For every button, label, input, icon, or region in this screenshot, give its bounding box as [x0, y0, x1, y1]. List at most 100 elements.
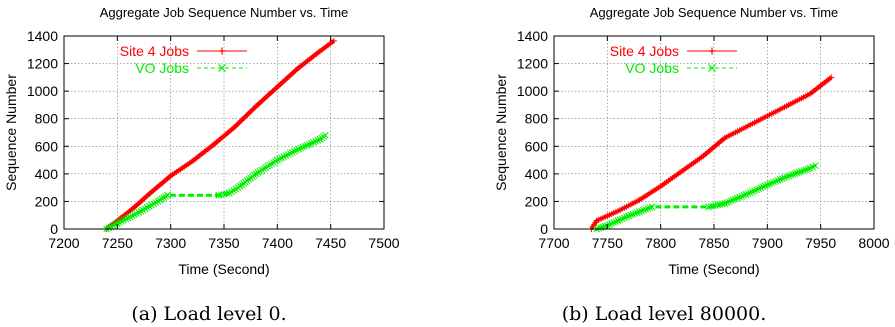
y-tick-label: 600: [35, 138, 59, 154]
data-point: [625, 212, 633, 220]
data-point: [751, 187, 758, 195]
y-tick-label: 0: [50, 221, 58, 237]
data-point: [774, 177, 782, 184]
data-point: [742, 191, 750, 198]
y-tick-label: 200: [525, 193, 549, 209]
y-tick-label: 1000: [27, 83, 58, 99]
data-point: [770, 178, 778, 186]
legend-marker: [708, 64, 716, 72]
legend-marker: [218, 47, 226, 55]
data-point: [746, 189, 754, 196]
data-point: [612, 218, 620, 226]
data-point: [120, 216, 128, 224]
y-axis-label: Sequence Number: [493, 74, 509, 191]
data-point: [727, 197, 735, 205]
series-1: [103, 131, 329, 233]
data-point: [723, 199, 731, 206]
y-tick-label: 200: [35, 193, 59, 209]
x-tick-label: 7200: [48, 235, 79, 251]
y-tick-label: 1400: [517, 28, 548, 44]
data-point: [793, 169, 801, 177]
data-point: [614, 217, 622, 225]
x-tick-label: 7400: [262, 235, 293, 251]
data-point: [642, 206, 650, 213]
data-point: [629, 210, 637, 218]
data-point: [321, 131, 329, 139]
data-point: [795, 168, 803, 176]
data-point: [648, 203, 656, 211]
data-point: [763, 181, 771, 189]
data-point: [627, 211, 635, 219]
data-point: [640, 206, 647, 214]
data-point: [299, 143, 307, 151]
x-tick-label: 7450: [315, 235, 346, 251]
data-point: [305, 140, 313, 148]
data-point: [744, 190, 752, 197]
data-point: [783, 173, 790, 181]
data-point: [330, 37, 337, 44]
x-tick-label: 7850: [698, 235, 729, 251]
data-point: [740, 192, 748, 199]
data-point: [301, 142, 309, 150]
x-tick-label: 8000: [858, 235, 889, 251]
legend-marker: [708, 47, 716, 55]
series-0: [588, 74, 835, 232]
data-point: [761, 182, 769, 190]
data-point: [781, 174, 788, 182]
data-point: [133, 210, 140, 217]
data-point: [303, 141, 311, 149]
data-point: [721, 200, 729, 207]
data-point: [128, 212, 136, 220]
data-point: [109, 222, 117, 230]
figure-caption: (a) Load level 0.: [131, 303, 286, 325]
data-point: [759, 183, 767, 191]
y-tick-label: 800: [525, 111, 549, 127]
data-point: [755, 185, 763, 193]
data-point: [610, 219, 618, 227]
legend-marker: [218, 64, 226, 72]
data-point: [291, 147, 298, 155]
data-point: [595, 224, 603, 232]
data-point: [734, 194, 741, 202]
x-axis-label: Time (Second): [178, 261, 269, 277]
chart-panel-0: Aggregate Job Sequence Number vs. Time 72…: [3, 5, 400, 325]
x-tick-label: 7700: [538, 235, 569, 251]
legend-label: VO Jobs: [625, 60, 679, 76]
data-point: [638, 207, 645, 215]
data-point: [105, 224, 113, 232]
data-point: [220, 190, 228, 198]
data-point: [280, 153, 288, 161]
data-point: [766, 180, 773, 188]
data-point: [633, 209, 641, 216]
data-point: [314, 137, 322, 144]
data-point: [126, 213, 134, 221]
data-point: [608, 220, 615, 227]
y-tick-label: 800: [35, 111, 59, 127]
data-point: [312, 137, 320, 145]
data-point: [811, 162, 819, 169]
data-point: [646, 204, 654, 212]
data-point: [725, 198, 733, 206]
x-tick-label: 7950: [805, 235, 836, 251]
data-point: [753, 186, 761, 194]
data-point: [122, 215, 130, 223]
series-1: [593, 162, 819, 233]
x-tick-label: 7750: [592, 235, 623, 251]
legend-label: VO Jobs: [135, 60, 189, 76]
y-tick-label: 1200: [517, 56, 548, 72]
data-point: [635, 208, 643, 216]
y-tick-label: 600: [525, 138, 549, 154]
y-tick-label: 1200: [27, 56, 58, 72]
y-tick-label: 1000: [517, 83, 548, 99]
data-point: [308, 139, 315, 147]
x-tick-label: 7250: [102, 235, 133, 251]
data-point: [749, 188, 756, 195]
x-tick-label: 7900: [752, 235, 783, 251]
data-point: [215, 191, 223, 199]
y-tick-label: 400: [525, 166, 549, 182]
x-tick-label: 7800: [645, 235, 676, 251]
data-point: [778, 175, 786, 182]
data-point: [310, 138, 317, 146]
data-point: [276, 155, 283, 163]
